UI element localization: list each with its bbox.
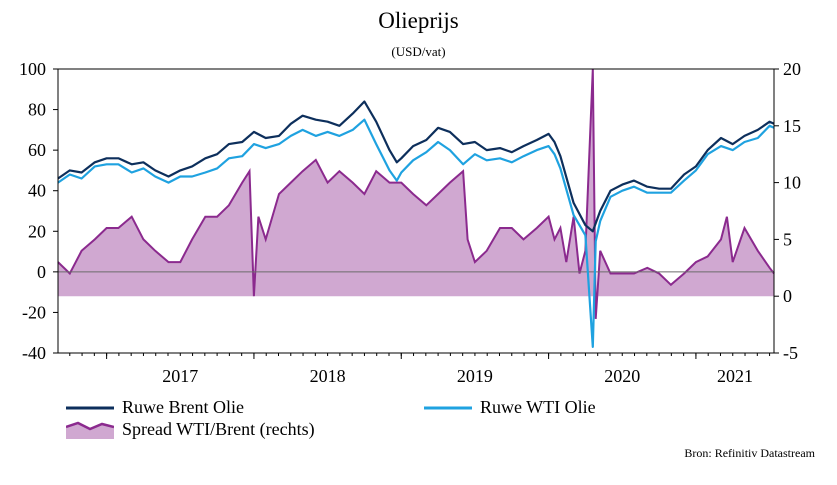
y-left-tick-label: 40: [28, 181, 46, 201]
y-right-tick-label: 0: [783, 286, 792, 306]
legend-swatch-brent: [66, 406, 114, 409]
legend-label-wti: Ruwe WTI Olie: [480, 397, 596, 417]
y-right-tick-label: 15: [783, 116, 801, 136]
x-tick-label: 2018: [310, 366, 346, 386]
y-left-tick-label: 100: [19, 59, 46, 79]
y-left-tick-label: 20: [28, 221, 46, 241]
y-left-tick-label: 0: [37, 262, 46, 282]
y-right-tick-label: 20: [783, 59, 801, 79]
x-tick-label: 2019: [457, 366, 493, 386]
spread-area: [58, 69, 774, 319]
y-right-tick-label: -5: [783, 343, 798, 363]
source-note: Bron: Refinitiv Datastream: [684, 446, 815, 460]
legend-item-brent: Ruwe Brent Olie: [66, 397, 244, 418]
y-left-tick-label: -40: [22, 343, 46, 363]
legend-swatch-spread: [66, 421, 114, 439]
y-left-tick-label: 60: [28, 140, 46, 160]
chart-subtitle: (USD/vat): [391, 44, 446, 59]
legend-swatch-wti: [424, 406, 472, 409]
x-tick-label: 2017: [162, 366, 198, 386]
x-tick-label: 2021: [717, 366, 753, 386]
y-right-tick-label: 10: [783, 173, 801, 193]
y-left-tick-label: -20: [22, 302, 46, 322]
y-left-tick-label: 80: [28, 100, 46, 120]
wti-line: [57, 118, 775, 348]
x-tick-label: 2020: [604, 366, 640, 386]
legend-item-spread: Spread WTI/Brent (rechts): [66, 419, 315, 440]
y-right-tick-label: 5: [783, 229, 792, 249]
legend-label-spread: Spread WTI/Brent (rechts): [122, 419, 315, 439]
chart-title: Olieprijs: [378, 8, 459, 33]
legend-item-wti: Ruwe WTI Olie: [424, 397, 596, 418]
brent-line: [57, 100, 775, 233]
plot-frame: [57, 68, 775, 354]
legend-label-brent: Ruwe Brent Olie: [122, 397, 244, 417]
